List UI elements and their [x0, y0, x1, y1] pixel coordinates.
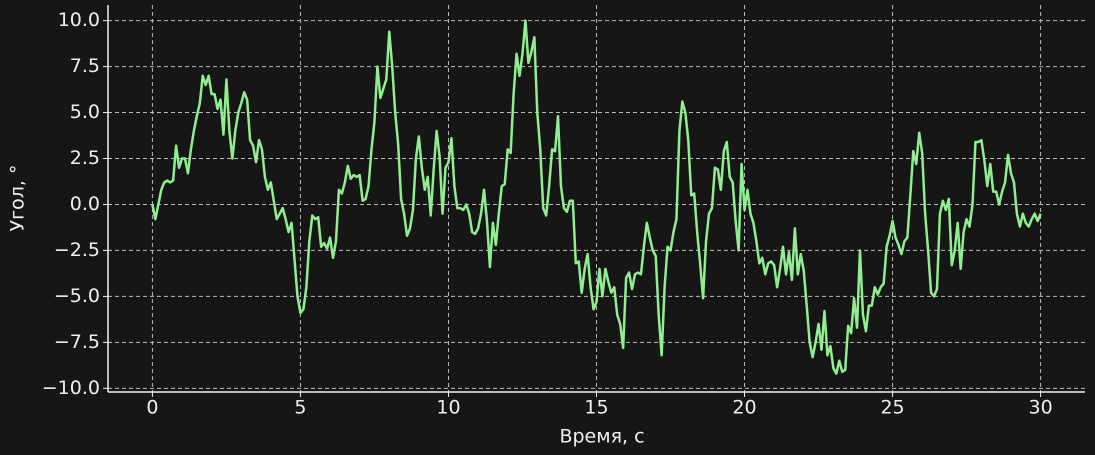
x-tick-label: 20 — [732, 397, 756, 419]
y-tick-label: −7.5 — [54, 331, 100, 353]
y-tick-label: 7.5 — [70, 55, 100, 77]
data-line — [151, 19, 1042, 375]
y-tick-label: 2.5 — [70, 147, 100, 169]
y-tick-label: −5.0 — [54, 285, 100, 307]
x-axis-label: Время, с — [559, 426, 644, 448]
x-tick-label: 25 — [880, 397, 904, 419]
y-tick-label: −10.0 — [42, 377, 100, 399]
y-tick-label: −2.5 — [54, 239, 100, 261]
y-tick-label: 5.0 — [70, 101, 100, 123]
x-tick-label: 15 — [584, 397, 608, 419]
x-tick-label: 10 — [436, 397, 460, 419]
x-tick-label: 5 — [294, 397, 306, 419]
y-tick-label: 0.0 — [70, 193, 100, 215]
y-axis-label: Угол, ° — [7, 165, 29, 232]
x-tick-label: 0 — [146, 397, 158, 419]
x-tick-label: 30 — [1028, 397, 1052, 419]
y-tick-label: 10.0 — [58, 9, 100, 31]
